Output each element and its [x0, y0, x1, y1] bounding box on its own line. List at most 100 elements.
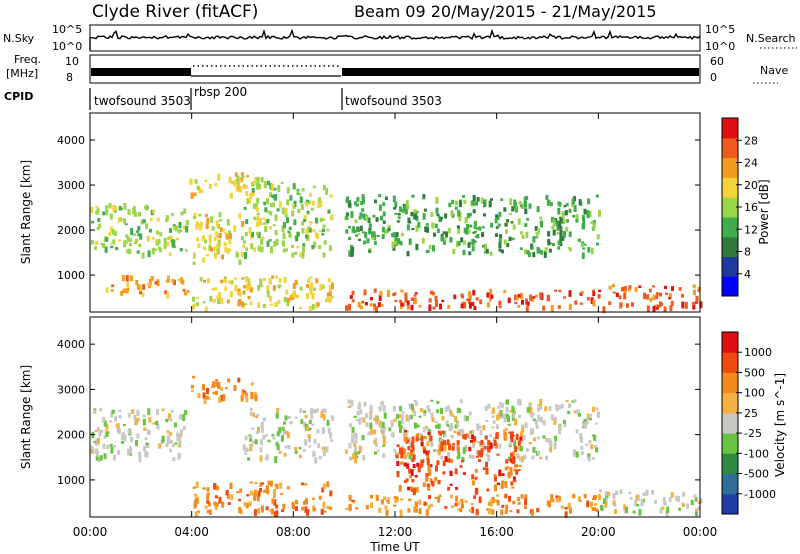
echo-cell: [422, 197, 426, 200]
power-echo-data: [90, 172, 703, 314]
echo-cell: [447, 227, 451, 234]
echo-cell: [221, 254, 225, 260]
echo-cell: [97, 218, 101, 222]
echo-cell: [266, 218, 270, 224]
echo-cell: [512, 500, 516, 505]
echo-cell: [312, 409, 316, 414]
echo-cell: [250, 392, 254, 399]
echo-cell: [497, 412, 501, 417]
echo-cell: [169, 439, 173, 444]
echo-cell: [580, 445, 584, 450]
echo-cell: [463, 199, 467, 205]
echo-cell: [321, 233, 325, 236]
echo-cell: [303, 422, 307, 428]
echo-cell: [411, 479, 415, 483]
echo-cell: [213, 246, 217, 252]
echo-cell: [426, 458, 430, 466]
echo-cell: [572, 493, 576, 499]
echo-cell: [351, 299, 355, 303]
echo-cell: [375, 494, 379, 501]
velocity-colorbar-swatch: [722, 493, 738, 515]
echo-cell: [395, 452, 399, 457]
echo-cell: [100, 242, 104, 246]
echo-cell: [447, 452, 451, 459]
echo-cell: [422, 194, 426, 199]
echo-cell: [312, 497, 315, 500]
echo-cell: [504, 481, 508, 488]
echo-cell: [415, 218, 419, 222]
echo-cell: [140, 219, 144, 225]
echo-cell: [510, 481, 514, 486]
echo-cell: [408, 221, 412, 224]
echo-cell: [369, 413, 372, 420]
echo-cell: [193, 192, 197, 196]
echo-cell: [408, 453, 412, 460]
echo-cell: [485, 461, 488, 468]
echo-cell: [115, 247, 119, 251]
echo-cell: [490, 222, 494, 228]
echo-cell: [491, 497, 495, 504]
echo-cell: [503, 290, 507, 294]
echo-cell: [587, 247, 591, 253]
echo-cell: [352, 226, 356, 231]
echo-cell: [399, 240, 403, 246]
echo-cell: [304, 415, 308, 419]
echo-cell: [489, 442, 493, 450]
echo-cell: [453, 294, 457, 300]
echo-cell: [397, 238, 401, 245]
echo-cell: [476, 197, 480, 202]
echo-cell: [400, 420, 404, 425]
velocity-colorbar-label: -500: [744, 468, 769, 481]
echo-cell: [277, 284, 281, 289]
echo-cell: [469, 224, 473, 228]
echo-cell: [301, 188, 305, 192]
echo-cell: [350, 252, 354, 257]
echo-cell: [413, 506, 416, 513]
echo-cell: [374, 199, 377, 204]
echo-cell: [560, 403, 564, 409]
echo-cell: [433, 232, 436, 237]
echo-cell: [214, 287, 218, 291]
echo-cell: [156, 279, 160, 287]
echo-cell: [519, 247, 523, 250]
echo-cell: [260, 246, 264, 253]
echo-cell: [260, 505, 264, 513]
echo-cell: [405, 430, 409, 436]
echo-cell: [244, 452, 248, 455]
echo-cell: [406, 251, 410, 257]
echo-cell: [193, 252, 196, 259]
echo-cell: [365, 214, 369, 221]
echo-cell: [523, 196, 527, 204]
echo-cell: [504, 432, 507, 436]
echo-cell: [465, 416, 469, 421]
echo-cell: [378, 194, 382, 198]
echo-cell: [283, 222, 286, 229]
echo-cell: [623, 293, 627, 300]
echo-cell: [346, 196, 350, 204]
echo-cell: [411, 228, 415, 231]
echo-cell: [479, 429, 483, 436]
power-echo-region: [192, 212, 246, 266]
echo-cell: [394, 299, 398, 303]
echo-cell: [321, 284, 325, 289]
echo-cell: [196, 237, 199, 242]
echo-cell: [351, 228, 355, 233]
echo-cell: [110, 242, 114, 245]
echo-cell: [163, 243, 167, 250]
echo-cell: [517, 305, 521, 308]
echo-cell: [347, 200, 351, 208]
freq-nave-strip: Freq. [MHz] 10 8 60 0 Nave: [6, 53, 788, 84]
echo-cell: [481, 244, 485, 248]
echo-cell: [155, 420, 159, 426]
echo-cell: [117, 428, 121, 435]
echo-cell: [480, 440, 484, 445]
echo-cell: [652, 305, 656, 313]
echo-cell: [391, 432, 395, 438]
echo-cell: [693, 494, 697, 498]
echo-cell: [442, 471, 446, 475]
echo-cell: [438, 494, 442, 497]
echo-cell: [360, 201, 364, 206]
echo-cell: [454, 416, 458, 422]
echo-cell: [280, 492, 284, 495]
echo-cell: [695, 511, 698, 516]
